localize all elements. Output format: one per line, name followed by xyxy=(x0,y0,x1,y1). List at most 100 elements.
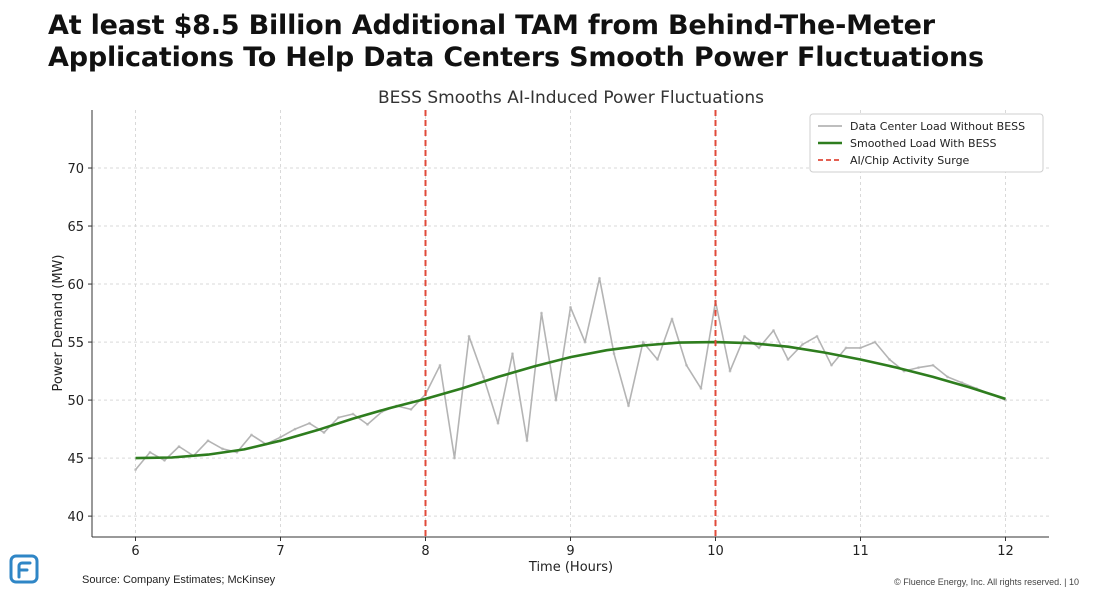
y-tick-label: 70 xyxy=(67,162,84,177)
raw-load-point xyxy=(598,276,601,280)
x-tick-label: 11 xyxy=(852,544,869,559)
raw-load-point xyxy=(134,468,137,472)
raw-load-point xyxy=(366,423,369,426)
raw-load-point xyxy=(844,346,848,350)
x-tick-label: 6 xyxy=(131,544,139,559)
smoothed-load-point xyxy=(605,349,608,352)
headline-line-1: At least $8.5 Billion Additional TAM fro… xyxy=(48,10,935,41)
copyright-note: © Fluence Energy, Inc. All rights reserv… xyxy=(894,577,1079,587)
smoothed-load-point xyxy=(678,341,681,344)
legend-label: Data Center Load Without BESS xyxy=(850,120,1025,133)
raw-load-point xyxy=(786,358,790,361)
raw-load-point xyxy=(308,421,311,425)
raw-load-point xyxy=(467,334,471,338)
y-axis-label: Power Demand (MW) xyxy=(51,255,66,392)
raw-load-point xyxy=(801,342,804,346)
legend: Data Center Load Without BESS Smoothed Lo… xyxy=(809,113,1044,173)
raw-load-point xyxy=(917,366,920,369)
smoothed-load-point xyxy=(497,375,500,378)
smoothed-load-point xyxy=(642,344,645,347)
smoothed-load-point xyxy=(315,429,318,432)
legend-box xyxy=(809,113,1044,173)
raw-load-point xyxy=(206,439,210,443)
raw-load-point xyxy=(859,346,862,350)
x-axis-label: Time (Hours) xyxy=(528,560,613,575)
raw-load-point xyxy=(873,340,877,344)
smoothed-load-point xyxy=(424,398,427,401)
y-tick-label: 45 xyxy=(67,452,84,467)
raw-load-point xyxy=(931,363,935,367)
raw-load-point xyxy=(641,340,645,344)
raw-load-point xyxy=(699,387,703,390)
smoothed-load-point xyxy=(750,342,753,345)
raw-load-point xyxy=(177,445,181,448)
chart-title: BESS Smooths AI-Induced Power Fluctuatio… xyxy=(378,88,764,108)
raw-load-point xyxy=(830,363,833,367)
raw-load-point xyxy=(453,456,456,460)
raw-load-point xyxy=(322,431,326,434)
raw-load-point xyxy=(438,363,442,367)
raw-load-point xyxy=(670,317,674,321)
legend-label: Smoothed Load With BESS xyxy=(850,137,997,150)
smoothed-load-point xyxy=(279,439,282,442)
raw-load-point xyxy=(525,439,529,443)
smoothed-load-point xyxy=(207,453,210,456)
page-number: 10 xyxy=(1068,577,1079,587)
raw-load-point xyxy=(743,334,746,338)
raw-load-point xyxy=(511,352,514,356)
raw-load-point xyxy=(221,447,224,451)
raw-load-point xyxy=(351,412,355,416)
raw-load-point xyxy=(250,433,253,437)
raw-load-point xyxy=(337,416,340,419)
raw-load-point xyxy=(583,340,587,344)
raw-load-point xyxy=(496,421,500,425)
raw-load-point xyxy=(685,363,688,367)
raw-load-point xyxy=(482,375,485,379)
smoothed-load-point xyxy=(823,351,826,354)
smoothed-load-point xyxy=(533,365,536,368)
y-tick-label: 60 xyxy=(67,278,84,293)
x-tick-label: 9 xyxy=(566,544,574,559)
legend-label: AI/Chip Activity Surge xyxy=(850,154,970,167)
smoothed-load-point xyxy=(1004,398,1007,401)
y-tick-label: 50 xyxy=(67,394,84,409)
y-tick-label: 65 xyxy=(67,220,84,235)
raw-load-point xyxy=(163,459,166,462)
headline-line-2: Applications To Help Data Centers Smooth… xyxy=(48,42,984,73)
y-tick-label: 55 xyxy=(67,336,84,351)
page-separator: | xyxy=(1064,577,1069,587)
x-tick-label: 8 xyxy=(421,544,429,559)
raw-load-point xyxy=(540,311,543,315)
smoothed-load-point xyxy=(388,407,391,410)
smoothed-load-point xyxy=(895,366,898,369)
y-tick-label: 40 xyxy=(67,510,84,525)
copyright-text: © Fluence Energy, Inc. All rights reserv… xyxy=(894,577,1062,587)
raw-load-point xyxy=(815,334,819,338)
x-tick-label: 10 xyxy=(707,544,724,559)
smoothed-load-point xyxy=(968,386,971,389)
raw-load-point xyxy=(569,305,572,309)
raw-load-point xyxy=(409,407,413,411)
raw-load-point xyxy=(888,358,891,361)
smoothed-load-point xyxy=(170,456,173,459)
raw-load-point xyxy=(757,346,761,350)
x-tick-label: 7 xyxy=(276,544,284,559)
raw-load-point xyxy=(728,369,732,373)
raw-load-point xyxy=(612,352,616,356)
headline: At least $8.5 Billion Additional TAM fro… xyxy=(48,10,1078,74)
raw-load-point xyxy=(960,381,964,385)
smoothed-load-point xyxy=(569,356,572,359)
source-note: Source: Company Estimates; McKinsey xyxy=(82,574,276,586)
raw-load-point xyxy=(772,329,775,332)
smoothed-load-point xyxy=(134,457,137,460)
raw-load-point xyxy=(293,427,297,431)
raw-load-point xyxy=(656,358,659,361)
fluence-logo-icon xyxy=(9,554,39,584)
raw-load-point xyxy=(148,450,152,454)
smoothed-load-point xyxy=(932,375,935,378)
smoothed-load-point xyxy=(859,358,862,361)
smoothed-load-point xyxy=(460,387,463,390)
smoothed-load-point xyxy=(787,345,790,348)
raw-load-point xyxy=(554,398,558,402)
